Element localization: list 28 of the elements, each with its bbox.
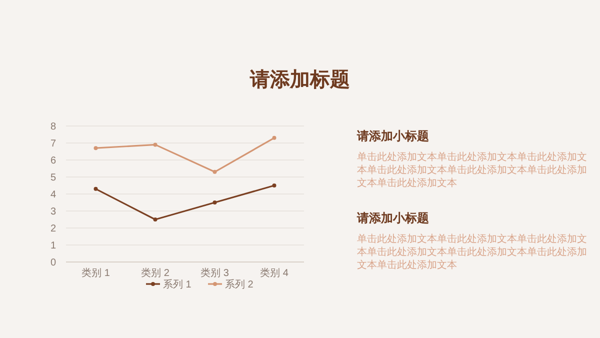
point [272, 136, 276, 140]
legend-label: 系列 2 [225, 278, 254, 290]
legend-label: 系列 1 [163, 278, 192, 290]
y-tick-label: 0 [50, 258, 56, 268]
y-tick-label: 8 [50, 122, 56, 132]
y-tick-label: 5 [50, 172, 56, 184]
point [272, 184, 276, 188]
x-tick-label: 类别 4 [260, 267, 289, 279]
text: 请添加小标题 [357, 128, 430, 145]
point [94, 186, 98, 191]
x-tick-label: 类别 2 [141, 267, 170, 279]
point [94, 146, 98, 150]
text: 请添加小标题 [357, 210, 430, 227]
point [153, 142, 158, 147]
y-tick-label: 7 [50, 138, 56, 150]
text: 单击此处添加文本单击此处添加文本单击此处添加文本单击此处添加文本单击此处添加文本单击此处添加文本单击此处添加文本 [357, 151, 588, 190]
point [212, 200, 217, 204]
text: 单击此处添加文本单击此处添加文本单击此处添加文本单击此处添加文本单击此处添加文本单击此处添加文本单击此处添加文本 [357, 233, 588, 272]
y-tick-label: 4 [50, 190, 56, 200]
point [212, 170, 217, 174]
y-tick-label: 6 [50, 156, 56, 166]
point [153, 218, 158, 222]
chart-title: 请添加标题 [249, 69, 350, 91]
x-tick-label: 类别 3 [200, 267, 230, 279]
y-tick-label: 2 [50, 224, 56, 234]
y-tick-label: 3 [50, 206, 56, 218]
x-tick-label: 类别 1 [82, 267, 110, 279]
y-tick-label: 1 [50, 240, 56, 252]
